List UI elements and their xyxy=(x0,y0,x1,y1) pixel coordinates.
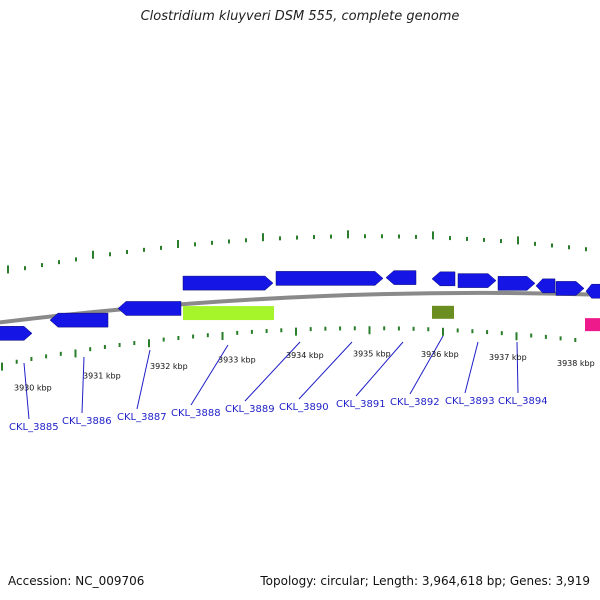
position-label: 3932 kbp xyxy=(150,362,188,371)
gene-label: CKL_3889 xyxy=(225,404,275,415)
position-label: 3936 kbp xyxy=(421,350,459,359)
label-leader-lines xyxy=(23,335,519,420)
leader-line xyxy=(190,344,229,406)
leader-line xyxy=(355,341,404,397)
leader-line xyxy=(81,356,85,414)
gene-feature xyxy=(535,278,556,294)
gene-feature xyxy=(585,283,600,299)
gene-feature xyxy=(555,281,585,296)
map-title: Clostridium kluyveri DSM 555, complete g… xyxy=(140,9,460,24)
gene-feature xyxy=(117,301,182,316)
gene-feature xyxy=(457,273,497,288)
gene-feature xyxy=(275,271,384,286)
gene-feature xyxy=(0,326,33,341)
leader-line xyxy=(516,341,519,394)
leader-line xyxy=(409,335,444,395)
position-labels: 3930 kbp 3931 kbp 3932 kbp 3933 kbp 3934 kbp… xyxy=(14,349,595,392)
gene-label: CKL_3885 xyxy=(9,422,59,433)
outer-tick-marks xyxy=(7,230,587,274)
gene-feature xyxy=(182,275,274,291)
gene-label: CKL_3887 xyxy=(117,412,167,423)
gene-feature xyxy=(431,271,456,287)
position-label: 3930 kbp xyxy=(14,383,52,392)
gene-label: CKL_3893 xyxy=(445,396,495,407)
accession-text: Accession: NC_009706 xyxy=(8,574,145,588)
leader-line xyxy=(298,341,353,400)
gene-label: CKL_3892 xyxy=(390,397,440,408)
leader-line xyxy=(464,341,479,394)
gene-label: CKL_3891 xyxy=(336,399,386,410)
gene-label: CKL_3894 xyxy=(498,396,548,407)
position-label: 3938 kbp xyxy=(557,359,595,368)
genome-summary: Topology: circular; Length: 3,964,618 bp… xyxy=(260,574,590,588)
gene-feature xyxy=(385,270,417,285)
gene-feature xyxy=(497,276,536,291)
leader-line xyxy=(244,341,301,402)
gene-label: CKL_3888 xyxy=(171,408,221,419)
leader-line xyxy=(23,362,30,420)
position-label: 3933 kbp xyxy=(218,355,256,364)
gene-label: CKL_3890 xyxy=(279,402,329,413)
inner-tick-marks xyxy=(1,326,577,371)
gene-features xyxy=(0,270,600,341)
gene-label: CKL_3886 xyxy=(62,416,112,427)
position-label: 3935 kbp xyxy=(353,349,391,358)
leader-line xyxy=(136,349,151,410)
gene-feature-olive xyxy=(432,305,454,319)
gene-feature-lime xyxy=(183,306,274,321)
position-label: 3931 kbp xyxy=(83,371,121,380)
position-label: 3937 kbp xyxy=(489,353,527,362)
gene-feature-pink xyxy=(585,318,600,332)
position-label: 3934 kbp xyxy=(286,351,324,360)
gene-feature xyxy=(49,312,109,328)
